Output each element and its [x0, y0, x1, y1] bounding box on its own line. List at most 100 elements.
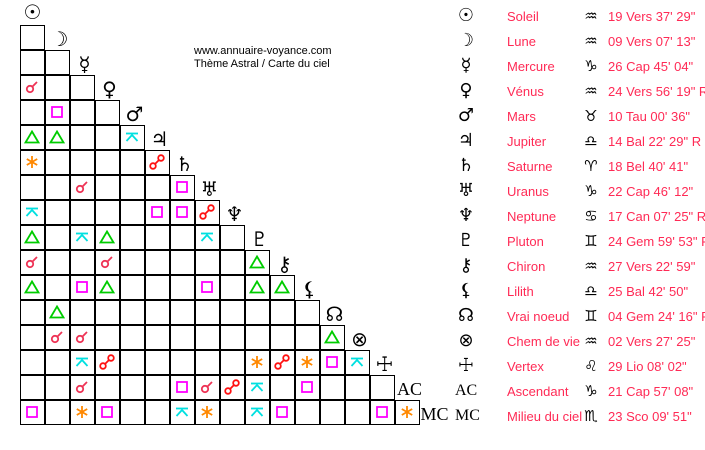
aspect-cell-vertex-jupiter [144, 349, 170, 375]
saturn-glyph-icon: ♄ [175, 152, 194, 176]
quincunx-aspect-icon [250, 382, 264, 392]
aspect-cell-saturn-mercury [69, 149, 95, 175]
venus-glyph-icon: ♀ [102, 77, 117, 101]
aspect-cell-asc-pluto [244, 374, 270, 400]
aspect-cell-chiron-jupiter [144, 249, 170, 275]
aspect-cell-vertex-saturn [169, 349, 195, 375]
node-glyph-icon: ☊ [325, 302, 344, 326]
aspect-cell-lilith-moon [44, 274, 70, 300]
aspect-cell-pluto-venus [94, 224, 120, 250]
aspect-cell-vertex-sun [19, 349, 45, 375]
zodiac-sign-icon: ♎ [584, 282, 598, 300]
chemin-icon: ⊗ [458, 330, 474, 351]
zodiac-sign-icon: ♒ [584, 332, 598, 350]
zodiac-sign-icon: ♊ [584, 307, 598, 325]
mars-glyph-icon: ♂ [125, 102, 144, 126]
quincunx-aspect-icon [75, 232, 89, 242]
conjunction-aspect-icon [75, 330, 89, 344]
quincunx-aspect-icon [250, 407, 264, 417]
aspect-cell-node-pluto [244, 299, 270, 325]
aspect-cell-mc-saturn [169, 399, 195, 425]
aspect-cell-mc-mercury [69, 399, 95, 425]
aspect-cell-uranus-moon [44, 174, 70, 200]
square-aspect-icon [326, 356, 338, 368]
aspect-cell-node-mars [119, 299, 145, 325]
planet-position: 04 Gem 24' 16" R [608, 309, 705, 324]
aspect-cell-jupiter-mars [119, 124, 145, 150]
planet-row-sun: ☉ Soleil ♒ 19 Vers 37' 29" [452, 4, 705, 29]
planet-name: Uranus [507, 184, 549, 199]
planet-position: 24 Gem 59' 53" R [608, 234, 705, 249]
aspect-cell-saturn-mars [119, 149, 145, 175]
aspect-cell-mc-mars [119, 399, 145, 425]
sextile-aspect-icon [400, 405, 414, 419]
site-url: www.annuaire-voyance.com [194, 45, 332, 57]
aspect-cell-chiron-mars [119, 249, 145, 275]
aspect-cell-saturn-venus [94, 149, 120, 175]
mercury-icon: ☿ [460, 55, 472, 76]
aspect-cell-chemin-uranus [194, 324, 220, 350]
aspect-cell-mars-mercury [69, 99, 95, 125]
aspect-cell-vertex-moon [44, 349, 70, 375]
planet-position: 26 Cap 45' 04" [608, 59, 694, 74]
moon-glyph-icon: ☽ [50, 27, 69, 51]
zodiac-sign-icon: ♎ [584, 132, 598, 150]
aspect-cell-vertex-node [319, 349, 345, 375]
aspect-cell-mc-neptune [219, 399, 245, 425]
aspect-cell-saturn-sun [19, 149, 45, 175]
aspect-cell-neptune-sun [19, 199, 45, 225]
planet-position: 27 Vers 22' 59" [608, 259, 696, 274]
aspect-cell-asc-lilith [294, 374, 320, 400]
chiron-icon: ⚷ [459, 255, 473, 276]
aspect-cell-node-chiron [269, 299, 295, 325]
square-aspect-icon [101, 406, 113, 418]
opposition-aspect-icon [199, 204, 215, 220]
asc-icon: AC [455, 382, 478, 399]
aspect-cell-lilith-jupiter [144, 274, 170, 300]
opposition-aspect-icon [149, 154, 165, 170]
aspect-cell-lilith-neptune [219, 274, 245, 300]
conjunction-aspect-icon [100, 255, 114, 269]
trine-aspect-icon [274, 280, 290, 294]
square-aspect-icon [176, 381, 188, 393]
trine-aspect-icon [249, 280, 265, 294]
planet-row-moon: ☽ Lune ♒ 09 Vers 07' 13" [452, 29, 705, 54]
trine-aspect-icon [24, 130, 40, 144]
aspect-cell-pluto-mars [119, 224, 145, 250]
aspect-cell-node-venus [94, 299, 120, 325]
planet-row-venus: ♀ Vénus ♒ 24 Vers 56' 19" R [452, 79, 705, 104]
aspect-cell-node-saturn [169, 299, 195, 325]
sextile-aspect-icon [25, 155, 39, 169]
aspect-cell-chiron-pluto [244, 249, 270, 275]
zodiac-sign-icon: ♏ [584, 407, 598, 425]
sextile-aspect-icon [250, 355, 264, 369]
aspect-cell-chemin-neptune [219, 324, 245, 350]
sextile-aspect-icon [300, 355, 314, 369]
aspect-cell-chemin-saturn [169, 324, 195, 350]
aspect-cell-asc-venus [94, 374, 120, 400]
aspect-cell-pluto-neptune [219, 224, 245, 250]
aspect-cell-pluto-sun [19, 224, 45, 250]
aspect-cell-venus-sun [19, 74, 45, 100]
aspect-cell-mc-chemin [344, 399, 370, 425]
zodiac-sign-icon: ♋ [584, 207, 598, 225]
aspect-cell-uranus-jupiter [144, 174, 170, 200]
pluto-icon: ♇ [457, 230, 475, 251]
aspect-cell-chemin-chiron [269, 324, 295, 350]
planet-name: Neptune [507, 209, 557, 224]
opposition-aspect-icon [274, 354, 290, 370]
chart-subtitle: Thème Astral / Carte du ciel [194, 58, 330, 70]
aspect-cell-lilith-uranus [194, 274, 220, 300]
planet-name: Ascendant [507, 384, 569, 399]
aspect-cell-neptune-mars [119, 199, 145, 225]
square-aspect-icon [376, 406, 388, 418]
aspect-cell-neptune-uranus [194, 199, 220, 225]
aspect-cell-chiron-neptune [219, 249, 245, 275]
aspect-cell-chiron-uranus [194, 249, 220, 275]
aspect-cell-pluto-mercury [69, 224, 95, 250]
neptune-glyph-icon: ♆ [225, 202, 244, 226]
aspect-cell-neptune-mercury [69, 199, 95, 225]
aspect-cell-vertex-uranus [194, 349, 220, 375]
aspect-cell-uranus-sun [19, 174, 45, 200]
conjunction-aspect-icon [50, 330, 64, 344]
